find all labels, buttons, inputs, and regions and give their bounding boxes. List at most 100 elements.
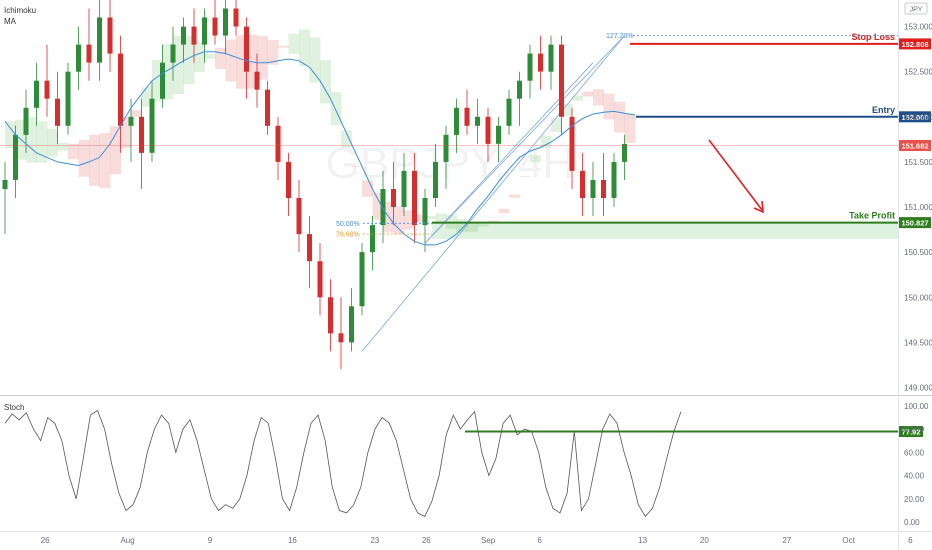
candle-body: [223, 8, 228, 36]
candle-body: [580, 170, 585, 198]
stochastic-tick-label: 80.00: [904, 425, 925, 434]
candle-body: [380, 189, 386, 226]
down-arrow-icon: [708, 139, 764, 214]
candle-body: [559, 44, 564, 117]
cloud-segment: [603, 93, 615, 120]
candle-body: [569, 116, 575, 171]
candle-body: [191, 26, 197, 45]
level-price-label: 150.827: [901, 219, 928, 228]
indicator-label-stoch[interactable]: Stoch: [4, 403, 24, 412]
svg-text:JPY: JPY: [910, 7, 923, 14]
candle-body: [317, 261, 323, 298]
cloud-segment: [572, 95, 583, 101]
candle-body: [254, 71, 260, 90]
candle-body: [212, 17, 218, 36]
fib-level-label: 50.00%: [336, 221, 360, 228]
level-label: Stop Loss: [851, 32, 895, 42]
stochastic-pane: 77.92: [4, 409, 923, 518]
candle-body: [401, 170, 407, 207]
moving-average-line: [4, 51, 636, 246]
stochastic-tick-label: 60.00: [904, 448, 925, 457]
symbol-watermark: GBPJPY, 4H: [326, 139, 575, 188]
cloud-segment: [36, 121, 48, 163]
cloud-segment: [341, 130, 352, 148]
cloud-segment: [372, 192, 384, 220]
price-axis[interactable]: 153.000 152.500 152.000 151.500 151.000 150.5…: [904, 23, 932, 393]
cloud-segment: [57, 143, 69, 151]
stochastic-tick-label: 100.00: [904, 402, 929, 411]
date-tick-label: Oct: [842, 536, 855, 545]
currency-badge[interactable]: JPY: [904, 2, 928, 15]
candle-body: [338, 333, 344, 343]
cloud-segment: [110, 126, 121, 175]
date-tick-label: 27: [782, 536, 791, 545]
fib-level-label: 127.20%: [606, 33, 634, 40]
cloud-segment: [299, 29, 310, 67]
cloud-segment: [162, 43, 174, 100]
candle-body: [107, 17, 113, 54]
stochastic-axis[interactable]: 100.00 80.00 60.00 40.00 20.00 0.00: [904, 402, 929, 527]
date-tick-label: 13: [638, 536, 647, 545]
candle-body: [328, 297, 333, 334]
cloud-segment: [425, 216, 436, 219]
date-tick-label: Sep: [481, 536, 496, 545]
cloud-segment: [414, 214, 426, 223]
candle-body: [44, 80, 50, 99]
candle-body: [391, 189, 396, 207]
cloud-segment: [530, 155, 541, 163]
fib-level-label: 78.60%: [336, 232, 360, 239]
price-tick-label: 151.000: [904, 203, 932, 212]
candle-body: [2, 180, 8, 189]
cloud-segment: [593, 89, 604, 106]
level-badge: [899, 217, 931, 229]
cloud-segment: [257, 36, 268, 80]
cloud-segment: [278, 45, 289, 48]
candle-body: [548, 44, 554, 72]
cloud-segment: [435, 213, 447, 224]
price-tick-label: 152.000: [904, 113, 932, 122]
level-badge: [899, 38, 931, 50]
indicator-label-ichimoku[interactable]: Ichimoku: [4, 6, 36, 15]
current-price-badge: [899, 140, 931, 151]
cloud-segment: [204, 54, 216, 59]
fan-line: [424, 35, 625, 244]
cloud-segment: [26, 117, 37, 163]
candle-body: [160, 62, 165, 99]
candle-body: [496, 125, 501, 144]
candle-body: [170, 44, 176, 63]
cloud-segment: [309, 37, 321, 83]
current-price-price-label: 151.682: [901, 142, 928, 151]
candle-body: [370, 225, 375, 253]
cloud-segment: [173, 35, 184, 94]
cloud-segment: [131, 110, 142, 117]
level-price-label: 152.000: [901, 113, 928, 122]
candle-body: [433, 161, 438, 198]
candle-body: [286, 161, 291, 198]
cloud-segment: [320, 60, 331, 104]
cloud-segment: [330, 92, 342, 126]
candle-body: [13, 134, 18, 180]
time-axis[interactable]: 26 Aug 9 16 23 26 Sep 6 13 20 27 Oct 6: [41, 536, 913, 545]
cloud-segment: [267, 39, 279, 65]
cloud-segment: [120, 117, 132, 149]
indicator-label-ma[interactable]: MA: [4, 17, 17, 26]
cloud-segment: [624, 114, 636, 143]
price-tick-label: 149.000: [904, 384, 932, 393]
candle-body: [517, 80, 522, 99]
ichimoku-cloud: [5, 29, 636, 235]
stochastic-tick-label: 20.00: [904, 495, 925, 504]
candle-body: [622, 143, 627, 162]
cloud-segment: [467, 223, 478, 232]
date-tick-label: 26: [422, 536, 431, 545]
date-tick-label: 26: [41, 536, 50, 545]
cloud-segment: [68, 143, 79, 160]
candle-body: [538, 53, 543, 72]
cloud-segment: [183, 35, 195, 85]
price-tick-label: 152.500: [904, 68, 932, 77]
cloud-segment: [152, 59, 163, 102]
date-tick-label: 23: [370, 536, 379, 545]
cloud-segment: [456, 219, 468, 232]
candle-body: [601, 180, 606, 198]
